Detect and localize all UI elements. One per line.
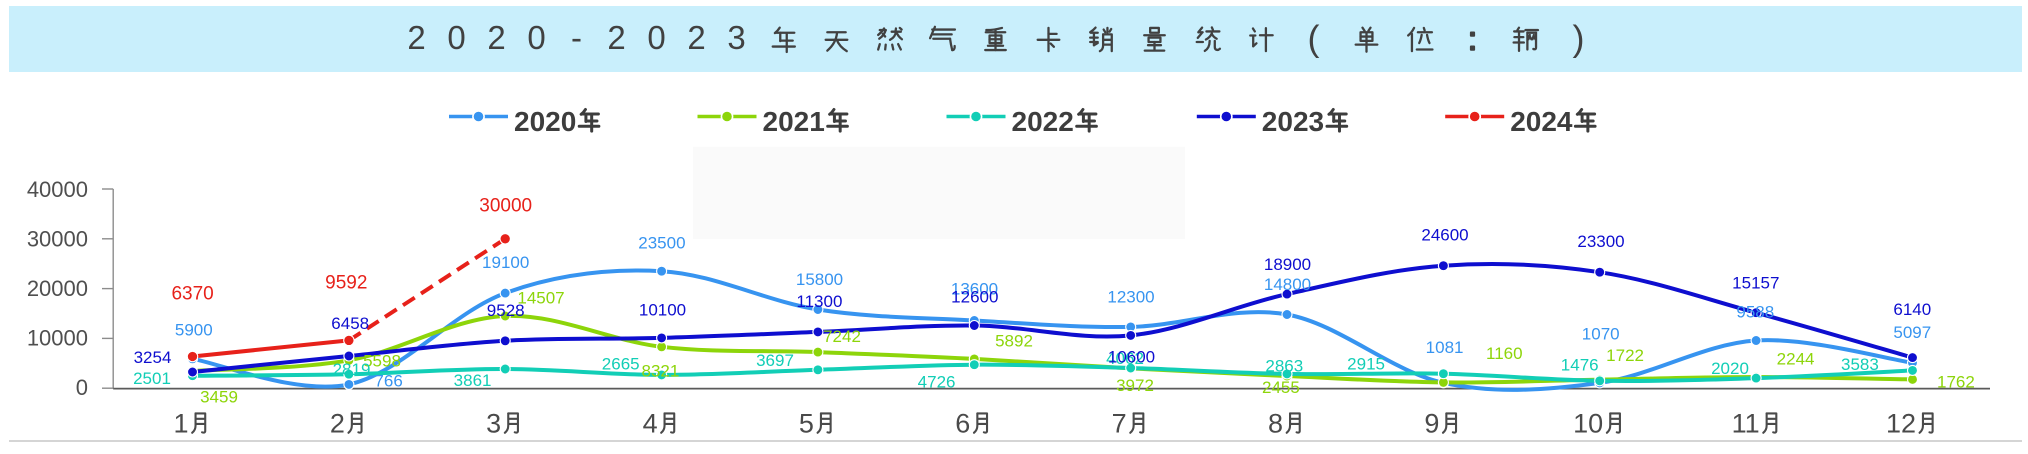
svg-text:7242: 7242 — [823, 327, 861, 346]
svg-text:30000: 30000 — [479, 195, 532, 216]
svg-text:12600: 12600 — [951, 288, 998, 307]
svg-text:3583: 3583 — [1841, 355, 1879, 374]
svg-text:19100: 19100 — [482, 253, 529, 272]
svg-text:2020: 2020 — [1711, 359, 1749, 378]
svg-text:2: 2 — [407, 19, 425, 56]
svg-text:2: 2 — [330, 408, 345, 438]
svg-text:2022: 2022 — [1012, 106, 1074, 137]
svg-text:40000: 40000 — [27, 177, 88, 202]
svg-text:6458: 6458 — [331, 314, 369, 333]
svg-text:5900: 5900 — [175, 320, 213, 339]
svg-text:-: - — [571, 19, 582, 56]
svg-text:1476: 1476 — [1561, 356, 1599, 375]
svg-text:5892: 5892 — [995, 331, 1033, 350]
svg-text:3697: 3697 — [756, 351, 794, 370]
svg-text:1070: 1070 — [1582, 324, 1620, 343]
svg-text:5097: 5097 — [1893, 323, 1931, 342]
svg-text:2665: 2665 — [602, 355, 640, 374]
svg-text:11300: 11300 — [796, 292, 842, 311]
svg-text:2863: 2863 — [1265, 356, 1303, 375]
svg-text:9592: 9592 — [325, 273, 367, 294]
svg-text:13600: 13600 — [951, 280, 998, 299]
svg-text:8321: 8321 — [641, 361, 679, 380]
svg-text:4726: 4726 — [918, 373, 956, 392]
svg-text:24600: 24600 — [1421, 226, 1468, 245]
svg-text:2020: 2020 — [514, 106, 576, 137]
svg-text:3972: 3972 — [1116, 376, 1154, 395]
svg-text:5598: 5598 — [363, 352, 401, 371]
svg-text:0: 0 — [527, 19, 545, 56]
svg-text:2455: 2455 — [1262, 378, 1300, 397]
svg-text:): ) — [1573, 18, 1585, 59]
svg-text:15157: 15157 — [1732, 273, 1779, 292]
svg-text:1081: 1081 — [1426, 338, 1464, 357]
svg-text:10000: 10000 — [27, 326, 88, 351]
svg-text:23300: 23300 — [1577, 232, 1624, 251]
svg-text:20000: 20000 — [27, 276, 88, 301]
svg-text:12: 12 — [1886, 408, 1916, 438]
svg-text:7: 7 — [1112, 408, 1127, 438]
svg-text:6140: 6140 — [1893, 300, 1931, 319]
svg-text:14507: 14507 — [517, 289, 564, 308]
svg-text:2244: 2244 — [1777, 350, 1815, 369]
svg-text:2021: 2021 — [763, 106, 825, 137]
svg-text:30000: 30000 — [27, 227, 88, 252]
svg-text:14800: 14800 — [1264, 275, 1311, 294]
svg-text:15800: 15800 — [796, 270, 843, 289]
svg-text:4: 4 — [643, 408, 658, 438]
svg-text:2915: 2915 — [1347, 355, 1385, 374]
svg-text:1160: 1160 — [1486, 344, 1523, 363]
svg-text:6: 6 — [955, 408, 970, 438]
svg-text:2501: 2501 — [133, 369, 171, 388]
svg-text:3: 3 — [486, 408, 501, 438]
svg-text:3861: 3861 — [454, 371, 492, 390]
svg-text:8: 8 — [1268, 408, 1283, 438]
svg-text:3254: 3254 — [134, 348, 172, 367]
svg-text:2023: 2023 — [1262, 106, 1324, 137]
svg-text:10100: 10100 — [639, 300, 686, 319]
svg-text:23500: 23500 — [638, 233, 685, 252]
svg-text:1722: 1722 — [1606, 346, 1644, 365]
svg-text:10600: 10600 — [1108, 347, 1155, 366]
svg-text:5: 5 — [799, 408, 814, 438]
svg-text:0: 0 — [76, 375, 88, 400]
svg-text:2024: 2024 — [1510, 106, 1573, 137]
svg-text:10: 10 — [1573, 408, 1603, 438]
svg-text:18900: 18900 — [1264, 255, 1311, 274]
svg-text:1: 1 — [173, 408, 188, 438]
svg-text:2: 2 — [607, 19, 625, 56]
svg-text:(: ( — [1308, 18, 1320, 59]
svg-text:2: 2 — [487, 19, 505, 56]
svg-text:12300: 12300 — [1107, 288, 1154, 307]
svg-text:9: 9 — [1424, 408, 1439, 438]
svg-text:0: 0 — [447, 19, 465, 56]
svg-text:0: 0 — [647, 19, 665, 56]
svg-text:3459: 3459 — [200, 388, 238, 407]
svg-text:1762: 1762 — [1937, 373, 1975, 392]
svg-text:4062: 4062 — [1106, 349, 1144, 368]
svg-text:2: 2 — [687, 19, 705, 56]
svg-text:11: 11 — [1732, 408, 1760, 438]
svg-text:9588: 9588 — [1736, 302, 1774, 321]
svg-text:2819: 2819 — [333, 360, 371, 379]
svg-text:6370: 6370 — [171, 283, 213, 304]
svg-text:3: 3 — [727, 19, 745, 56]
svg-text:9528: 9528 — [487, 301, 525, 320]
svg-text:766: 766 — [374, 371, 402, 390]
